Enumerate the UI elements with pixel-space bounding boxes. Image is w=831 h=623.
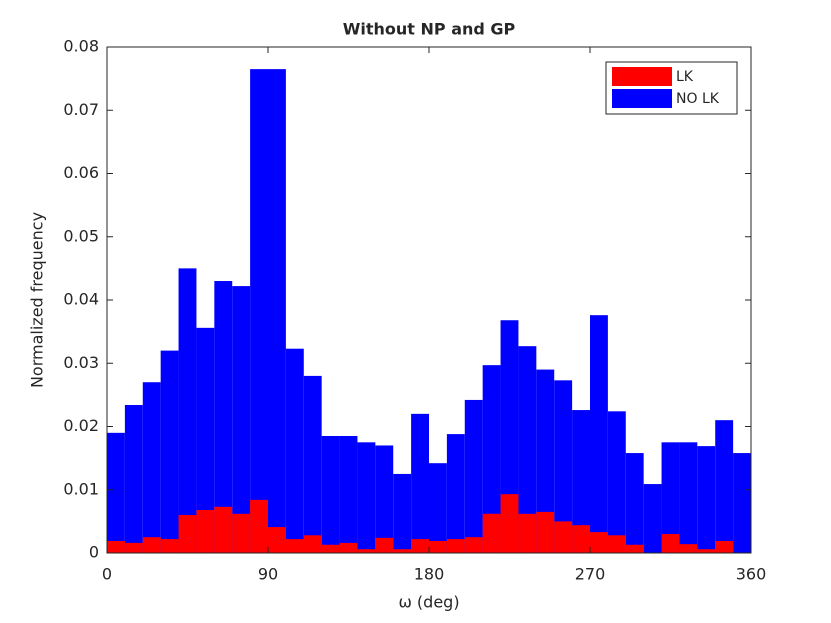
bar [679,442,698,553]
bar [518,513,537,553]
legend-label: NO LK [676,91,720,107]
bar [303,375,322,553]
bar [679,544,698,553]
bar [268,69,286,553]
bar [482,365,501,553]
bar [232,513,251,553]
bar [446,539,465,553]
bar [124,542,143,553]
x-tick-label: 0 [102,565,112,584]
bar [196,509,215,553]
y-tick-label: 0.05 [63,226,99,245]
bar [411,539,429,553]
bar [715,540,734,553]
bar [464,399,483,553]
bar [107,432,125,553]
bar [572,410,590,553]
bar [214,506,233,553]
bar [536,369,555,553]
bar [142,537,161,553]
bar [268,527,286,553]
legend-label: LK [676,69,694,85]
bar [393,549,412,553]
bar [554,380,573,553]
bar [357,442,376,553]
bar [321,435,340,553]
y-tick-label: 0.08 [63,37,99,56]
bar [375,445,394,553]
chart-title: Without NP and GP [343,20,516,39]
x-axis-label: ω (deg) [398,593,459,612]
bar [661,534,680,553]
y-tick-label: 0 [89,543,99,562]
bar [554,521,573,553]
x-tick-label: 180 [414,565,445,584]
bar [124,404,143,553]
bar [429,463,447,553]
bar [178,515,197,553]
bar [715,420,734,553]
bar [625,544,644,553]
x-tick-label: 90 [258,565,278,584]
bar [607,535,626,553]
bar [500,494,519,553]
bar [160,539,179,553]
bar [536,511,555,553]
bar [321,544,340,553]
y-tick-label: 0.01 [63,479,99,498]
bar [142,382,161,553]
bar [250,499,268,553]
bar [393,473,412,553]
bar [697,549,716,553]
bar [196,327,215,553]
bar [697,446,716,553]
legend-swatch [612,89,672,108]
bar [482,513,501,553]
y-tick-label: 0.03 [63,353,99,372]
bar [375,537,394,553]
bar [643,484,662,553]
bar [160,350,179,553]
bar [518,346,537,553]
bar [339,435,358,553]
bar [590,315,608,553]
bar [464,537,483,553]
bar [429,540,447,553]
bar [250,69,268,553]
bar [661,442,680,553]
bar [733,453,751,553]
y-axis-label: Normalized frequency [28,212,47,388]
bar [107,540,125,553]
bar [214,281,233,553]
bar [178,268,197,553]
y-tick-label: 0.04 [63,290,99,309]
legend-swatch [612,67,672,86]
bar [357,549,376,553]
x-tick-label: 360 [736,565,767,584]
bar [303,535,322,553]
bar [285,348,304,553]
bar [339,542,358,553]
y-tick-label: 0.06 [63,163,99,182]
bar [607,411,626,553]
x-tick-label: 270 [575,565,606,584]
bar [590,532,608,553]
y-tick-label: 0.02 [63,416,99,435]
bar [285,539,304,553]
bar [411,413,429,553]
bar [446,434,465,553]
bar [625,453,644,553]
bar [232,286,251,553]
bar [572,525,590,553]
y-tick-label: 0.07 [63,100,99,119]
